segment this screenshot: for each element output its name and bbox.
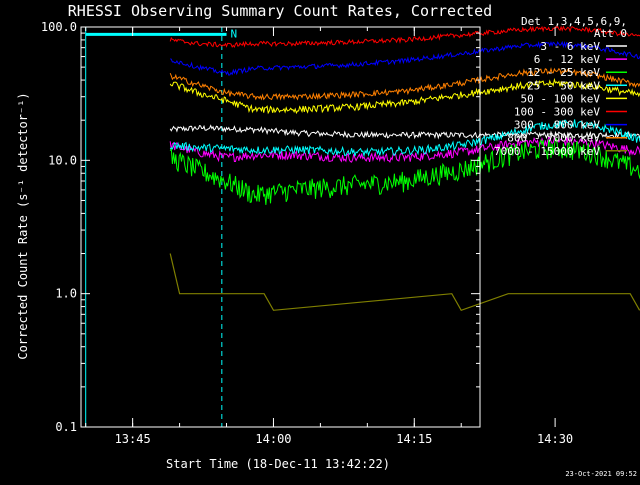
legend-entry-label: 25 - 50 keV — [527, 79, 600, 92]
series-line-6-12kev — [169, 136, 640, 163]
legend-entry-label: 100 - 300 keV — [514, 106, 600, 119]
series-line-12-25kev — [169, 137, 640, 205]
legend-header-detectors: Det 1,3,4,5,6,9, — [521, 15, 627, 28]
legend-entry-label: 300 - 800 keV — [514, 119, 600, 132]
series-line-100-300kev — [169, 25, 640, 49]
y-tick-label: 10.0 — [48, 153, 77, 167]
series-line-300-800kev — [170, 40, 640, 76]
x-tick-label: 14:00 — [255, 432, 291, 446]
x-tick-label: 13:45 — [115, 432, 151, 446]
series-line-25-50kev — [169, 119, 640, 158]
legend-header-attenuator: Att 0 — [594, 27, 627, 40]
chart-title: RHESSI Observing Summary Count Rates, Co… — [68, 2, 492, 20]
series-line-7000-15000kev — [169, 253, 640, 312]
series-line-800-7000kev — [169, 67, 640, 101]
y-axis-label: Corrected Count Rate (s⁻¹ detector⁻¹) — [16, 92, 30, 359]
x-tick-label: 14:15 — [396, 432, 432, 446]
footer-timestamp: 23-Oct-2021 09:52 — [565, 470, 637, 478]
y-axis-ticks: 0.1 1.0 10.0 100.0 — [41, 20, 480, 434]
x-axis-label: Start Time (18-Dec-11 13:42:22) — [166, 457, 390, 471]
x-tick-label: 14:30 — [537, 432, 573, 446]
legend-entry-label: 50 - 100 keV — [521, 92, 601, 105]
legend-entry-label: 6 - 12 keV — [534, 53, 601, 66]
series-line-50-100kev — [169, 77, 640, 115]
legend-entry-label: 800 - 7000 keV — [507, 132, 600, 145]
y-tick-label: 1.0 — [55, 287, 77, 301]
legend-entry-label: 12 - 25 keV — [527, 66, 600, 79]
plot-frame — [80, 26, 481, 428]
plot-border — [80, 26, 481, 428]
legend-entry-label: 3 - 6 keV — [540, 40, 600, 53]
series-line-3-6kev — [169, 124, 640, 140]
data-series — [169, 25, 640, 312]
y-tick-label: 100.0 — [41, 20, 77, 34]
legend-entry-label: 7000 - 15000 keV — [494, 145, 600, 158]
attenuator-state-label: N — [231, 27, 238, 40]
y-tick-label: 0.1 — [55, 420, 77, 434]
